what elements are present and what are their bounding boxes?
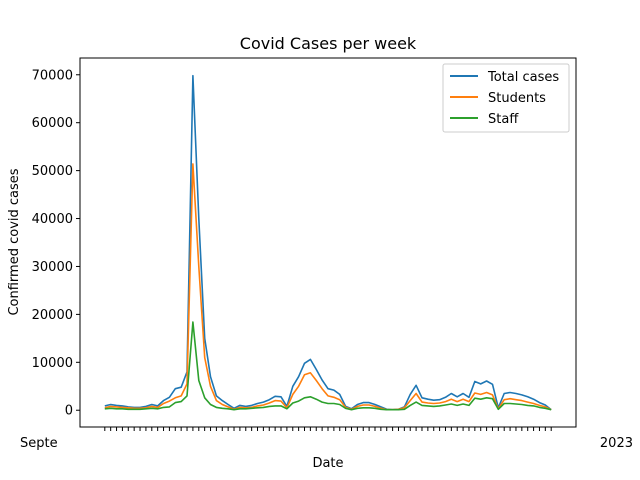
x-axis: Septe 2023 <box>20 427 633 451</box>
y-axis: 0 10000 20000 30000 40000 50000 60000 70000 <box>32 68 80 419</box>
x-tick-label-start: Septe <box>20 436 58 451</box>
plot-area <box>104 74 552 411</box>
legend-label-0: Total cases <box>487 70 559 85</box>
legend-label-1: Students <box>488 91 546 106</box>
y-tick-label: 10000 <box>32 356 73 371</box>
series-line-0 <box>104 74 552 411</box>
y-tick-label: 70000 <box>32 68 73 83</box>
y-tick-label: 20000 <box>32 308 73 323</box>
y-tick-label: 0 <box>65 404 73 419</box>
legend-label-2: Staff <box>488 112 519 127</box>
legend: Total cases Students Staff <box>442 63 570 133</box>
legend-box <box>442 63 570 133</box>
y-tick-label: 60000 <box>32 116 73 131</box>
chart-title: Covid Cases per week <box>240 34 417 53</box>
y-axis-label: Confirmed covid cases <box>7 168 22 315</box>
y-tick-label: 30000 <box>32 260 73 275</box>
y-tick-label: 40000 <box>32 212 73 227</box>
series-line-2 <box>104 321 552 411</box>
x-tick-label-end: 2023 <box>600 436 633 451</box>
series-line-1 <box>104 163 552 411</box>
x-axis-label: Date <box>312 456 343 471</box>
y-tick-label: 50000 <box>32 164 73 179</box>
